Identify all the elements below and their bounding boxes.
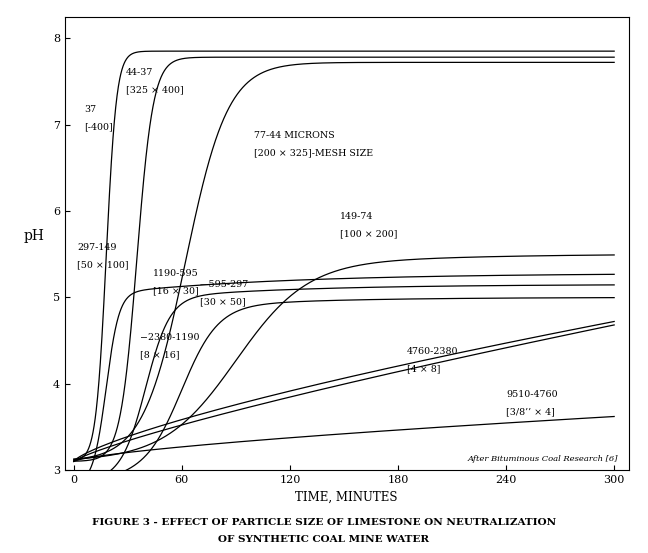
- Text: 77-44 MICRONS: 77-44 MICRONS: [254, 131, 334, 140]
- Y-axis label: pH: pH: [23, 229, 44, 243]
- Text: −2380-1190: −2380-1190: [141, 333, 200, 342]
- Text: [-400]: [-400]: [85, 122, 113, 132]
- Text: After Bituminous Coal Research [6]: After Bituminous Coal Research [6]: [467, 455, 618, 463]
- Text: FIGURE 3 - EFFECT OF PARTICLE SIZE OF LIMESTONE ON NEUTRALIZATION: FIGURE 3 - EFFECT OF PARTICLE SIZE OF LI…: [92, 518, 556, 527]
- Text: [200 × 325]-MESH SIZE: [200 × 325]-MESH SIZE: [254, 148, 373, 158]
- Text: [16 × 30]: [16 × 30]: [153, 286, 199, 295]
- Text: [3/8’’ × 4]: [3/8’’ × 4]: [506, 408, 555, 416]
- Text: 44-37: 44-37: [126, 68, 154, 77]
- X-axis label: TIME, MINUTES: TIME, MINUTES: [295, 491, 398, 503]
- Text: 149-74: 149-74: [340, 212, 374, 221]
- Text: [50 × 100]: [50 × 100]: [77, 260, 129, 270]
- Text: 4760-2380: 4760-2380: [407, 347, 459, 356]
- Text: [4 × 8]: [4 × 8]: [407, 364, 441, 373]
- Text: 297-149: 297-149: [77, 243, 117, 252]
- Text: [325 × 400]: [325 × 400]: [126, 85, 184, 95]
- Text: 1190-595: 1190-595: [153, 269, 199, 278]
- Text: 37: 37: [85, 105, 97, 114]
- Text: [8 × 16]: [8 × 16]: [141, 351, 180, 359]
- Text: —595-297: —595-297: [200, 280, 249, 289]
- Text: [30 × 50]: [30 × 50]: [200, 297, 246, 306]
- Text: OF SYNTHETIC COAL MINE WATER: OF SYNTHETIC COAL MINE WATER: [218, 535, 430, 544]
- Text: 9510-4760: 9510-4760: [506, 390, 558, 399]
- Text: [100 × 200]: [100 × 200]: [340, 229, 398, 238]
